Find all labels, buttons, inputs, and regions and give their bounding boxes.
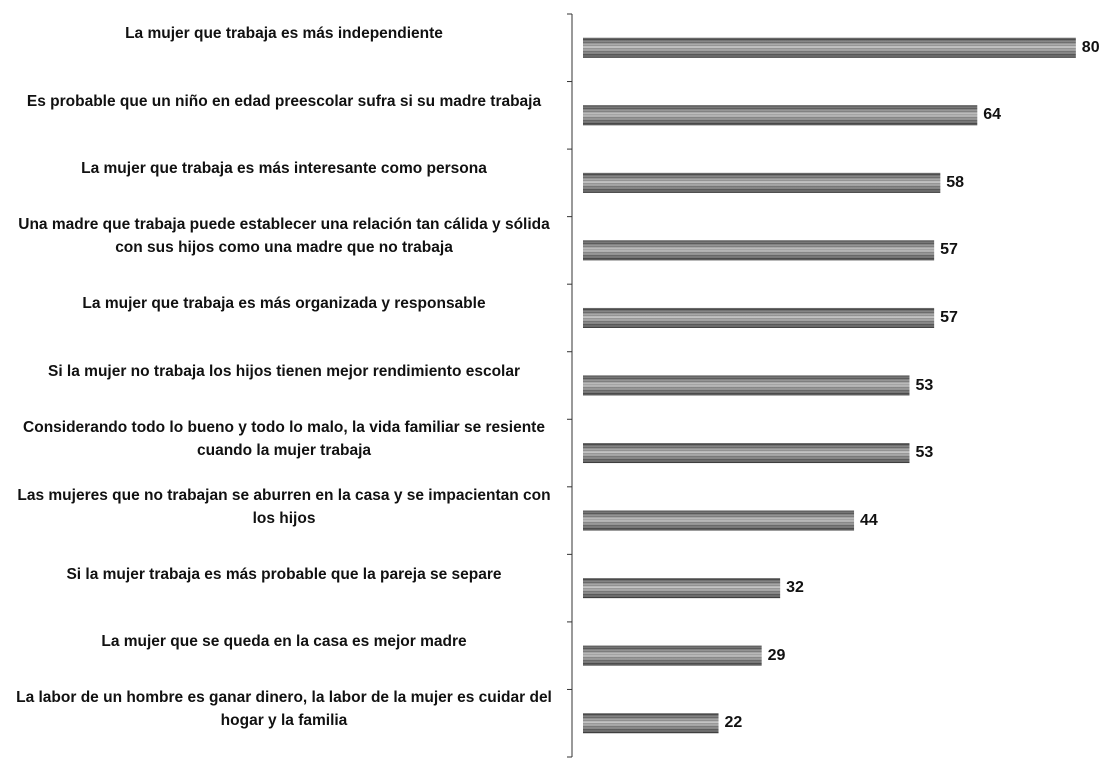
value-label: 57 bbox=[940, 241, 958, 259]
value-label: 64 bbox=[983, 106, 1002, 124]
bar-shade bbox=[583, 37, 1076, 58]
value-label: 44 bbox=[860, 511, 878, 529]
category-label: Es probable que un niño en edad preescol… bbox=[26, 92, 542, 110]
bar-shade bbox=[583, 307, 935, 328]
category-label: Una madre que trabaja puede establecer u… bbox=[18, 216, 550, 257]
bar-shade bbox=[583, 645, 762, 666]
value-label: 32 bbox=[786, 579, 804, 597]
value-label: 80 bbox=[1081, 38, 1100, 56]
category-label: La mujer que trabaja es más organizada y… bbox=[82, 295, 486, 313]
category-label: Las mujeres que no trabajan se aburren e… bbox=[17, 486, 551, 527]
bar-shade bbox=[583, 713, 719, 734]
category-label: La mujer que se queda en la casa es mejo… bbox=[101, 633, 467, 651]
bar-shade bbox=[583, 578, 781, 599]
bar-shade bbox=[583, 172, 941, 193]
bar-shade bbox=[583, 443, 910, 464]
category-label: Si la mujer trabaja es más probable que … bbox=[66, 565, 502, 583]
value-label: 29 bbox=[767, 646, 786, 664]
category-label: Considerando todo lo bueno y todo lo mal… bbox=[23, 419, 545, 460]
value-label: 53 bbox=[915, 444, 934, 462]
bar-shade bbox=[583, 105, 978, 126]
bar-shade bbox=[583, 375, 910, 396]
value-label: 57 bbox=[940, 308, 958, 326]
value-label: 53 bbox=[915, 376, 934, 394]
bar-shade bbox=[583, 510, 855, 531]
category-label: La labor de un hombre es ganar dinero, l… bbox=[16, 689, 552, 730]
category-label: La mujer que trabaja es más interesante … bbox=[81, 160, 487, 178]
bar-shade bbox=[583, 240, 935, 261]
category-label: Si la mujer no trabaja los hijos tienen … bbox=[47, 363, 521, 380]
category-label: La mujer que trabaja es más independient… bbox=[125, 25, 443, 43]
value-label: 58 bbox=[946, 173, 965, 191]
value-label: 22 bbox=[724, 714, 743, 732]
